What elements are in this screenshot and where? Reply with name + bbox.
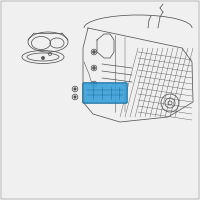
Circle shape bbox=[74, 96, 76, 98]
Circle shape bbox=[42, 57, 44, 59]
Circle shape bbox=[93, 67, 95, 69]
Circle shape bbox=[93, 51, 95, 53]
Circle shape bbox=[93, 83, 95, 85]
Circle shape bbox=[74, 88, 76, 90]
FancyBboxPatch shape bbox=[83, 83, 127, 103]
